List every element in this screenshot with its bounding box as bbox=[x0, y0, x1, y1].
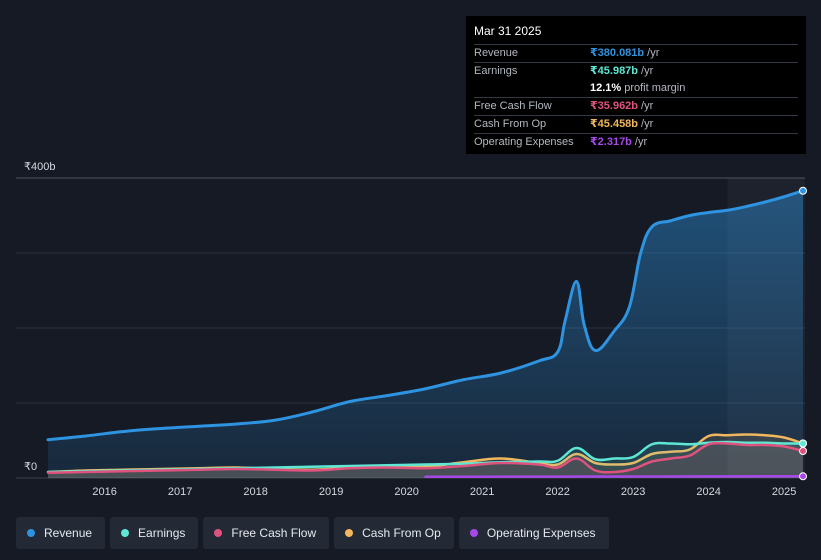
x-tick-label: 2019 bbox=[319, 486, 343, 498]
tooltip-row-label bbox=[474, 80, 590, 97]
legend-label: Operating Expenses bbox=[486, 526, 596, 540]
legend-dot-icon bbox=[27, 529, 35, 537]
tooltip-row-label: Operating Expenses bbox=[474, 136, 574, 148]
tooltip-row-unit: /yr bbox=[634, 136, 648, 148]
tooltip-row-label: Earnings bbox=[474, 65, 518, 77]
legend-label: Cash From Op bbox=[362, 526, 441, 540]
x-tick-label: 2022 bbox=[545, 486, 569, 498]
tooltip-rows: Revenue ₹380.081b/yr Earnings ₹45.987b/yr 12… bbox=[474, 44, 798, 151]
tooltip-row-unit: /yr bbox=[641, 118, 654, 130]
tooltip-row: Cash From Op ₹45.458b/yr bbox=[474, 115, 798, 133]
tooltip-row: Revenue ₹380.081b/yr bbox=[474, 44, 798, 62]
x-tick-label: 2020 bbox=[394, 486, 418, 498]
series-end-point bbox=[799, 186, 807, 195]
x-tick-label: 2016 bbox=[92, 486, 116, 498]
x-tick-label: 2018 bbox=[243, 486, 267, 498]
series-area-cash-from-op bbox=[48, 434, 803, 478]
x-tick-label: 2021 bbox=[470, 486, 494, 498]
series-end-point bbox=[799, 447, 807, 455]
legend-dot-icon bbox=[345, 529, 354, 537]
tooltip-row-label: Free Cash Flow bbox=[474, 100, 552, 112]
series-area-revenue bbox=[48, 190, 803, 478]
chart: ₹400b ₹0 2016 2017 2018 2019 2020 2021 2022 202… bbox=[16, 161, 807, 498]
x-tick-label: 2024 bbox=[696, 486, 720, 498]
x-tick-label: 2017 bbox=[168, 486, 192, 498]
legend-dot-icon bbox=[214, 529, 223, 537]
tooltip-row: Free Cash Flow ₹35.962b/yr bbox=[474, 97, 798, 115]
tooltip-row-value: 12.1% bbox=[590, 82, 622, 94]
tooltip-row-value: ₹45.458b bbox=[590, 118, 639, 130]
legend-label: Revenue bbox=[44, 526, 93, 540]
series-line-free-cash-flow bbox=[46, 441, 805, 474]
tooltip-row-unit: /yr bbox=[641, 100, 654, 112]
tooltip-row-unit: profit margin bbox=[624, 82, 686, 94]
legend-dot-icon bbox=[121, 529, 130, 537]
series-end-point bbox=[799, 472, 807, 481]
tooltip-row: 12.1% profit margin bbox=[474, 80, 798, 97]
y-axis-bottom-label: ₹0 bbox=[24, 461, 37, 473]
tooltip-date: Mar 31 2025 bbox=[474, 24, 542, 38]
series-layer bbox=[46, 189, 805, 479]
legend-label: Earnings bbox=[138, 526, 186, 540]
legend-item[interactable]: Revenue bbox=[16, 517, 106, 549]
y-axis-top-label: ₹400b bbox=[24, 161, 55, 173]
legend: Revenue Earnings Free Cash Flow Cash From O… bbox=[16, 517, 609, 549]
tooltip: Mar 31 2025 Revenue ₹380.081b/yr Earnings ₹… bbox=[466, 16, 806, 154]
legend-item[interactable]: Operating Expenses bbox=[458, 517, 609, 549]
x-tick-label: 2025 bbox=[772, 486, 796, 498]
x-axis: 2016 2017 2018 2019 2020 2021 2022 2023 2024 2025 bbox=[92, 486, 796, 498]
tooltip-row-value: ₹2.317b bbox=[590, 136, 632, 148]
tooltip-row-unit: /yr bbox=[647, 47, 660, 59]
series-line-revenue bbox=[46, 189, 805, 442]
tooltip-row-unit: /yr bbox=[641, 65, 654, 77]
tooltip-row: Earnings ₹45.987b/yr bbox=[474, 62, 798, 80]
tooltip-row-label: Revenue bbox=[474, 47, 519, 59]
legend-item[interactable]: Earnings bbox=[110, 517, 199, 549]
legend-item[interactable]: Cash From Op bbox=[334, 517, 454, 549]
tooltip-row: Operating Expenses ₹2.317b/yr bbox=[474, 133, 798, 151]
tooltip-row-value: ₹45.987b bbox=[590, 65, 639, 77]
legend-label: Free Cash Flow bbox=[231, 526, 317, 540]
tooltip-row-value: ₹380.081b bbox=[590, 47, 645, 59]
legend-item[interactable]: Free Cash Flow bbox=[203, 517, 330, 549]
x-tick-label: 2023 bbox=[621, 486, 645, 498]
legend-dot-icon bbox=[469, 529, 478, 537]
end-dots bbox=[799, 186, 807, 481]
tooltip-row-label: Cash From Op bbox=[474, 118, 547, 130]
series-line-operating-expenses bbox=[424, 475, 805, 479]
series-end-point bbox=[799, 439, 807, 448]
tooltip-row-value: ₹35.962b bbox=[590, 100, 639, 112]
